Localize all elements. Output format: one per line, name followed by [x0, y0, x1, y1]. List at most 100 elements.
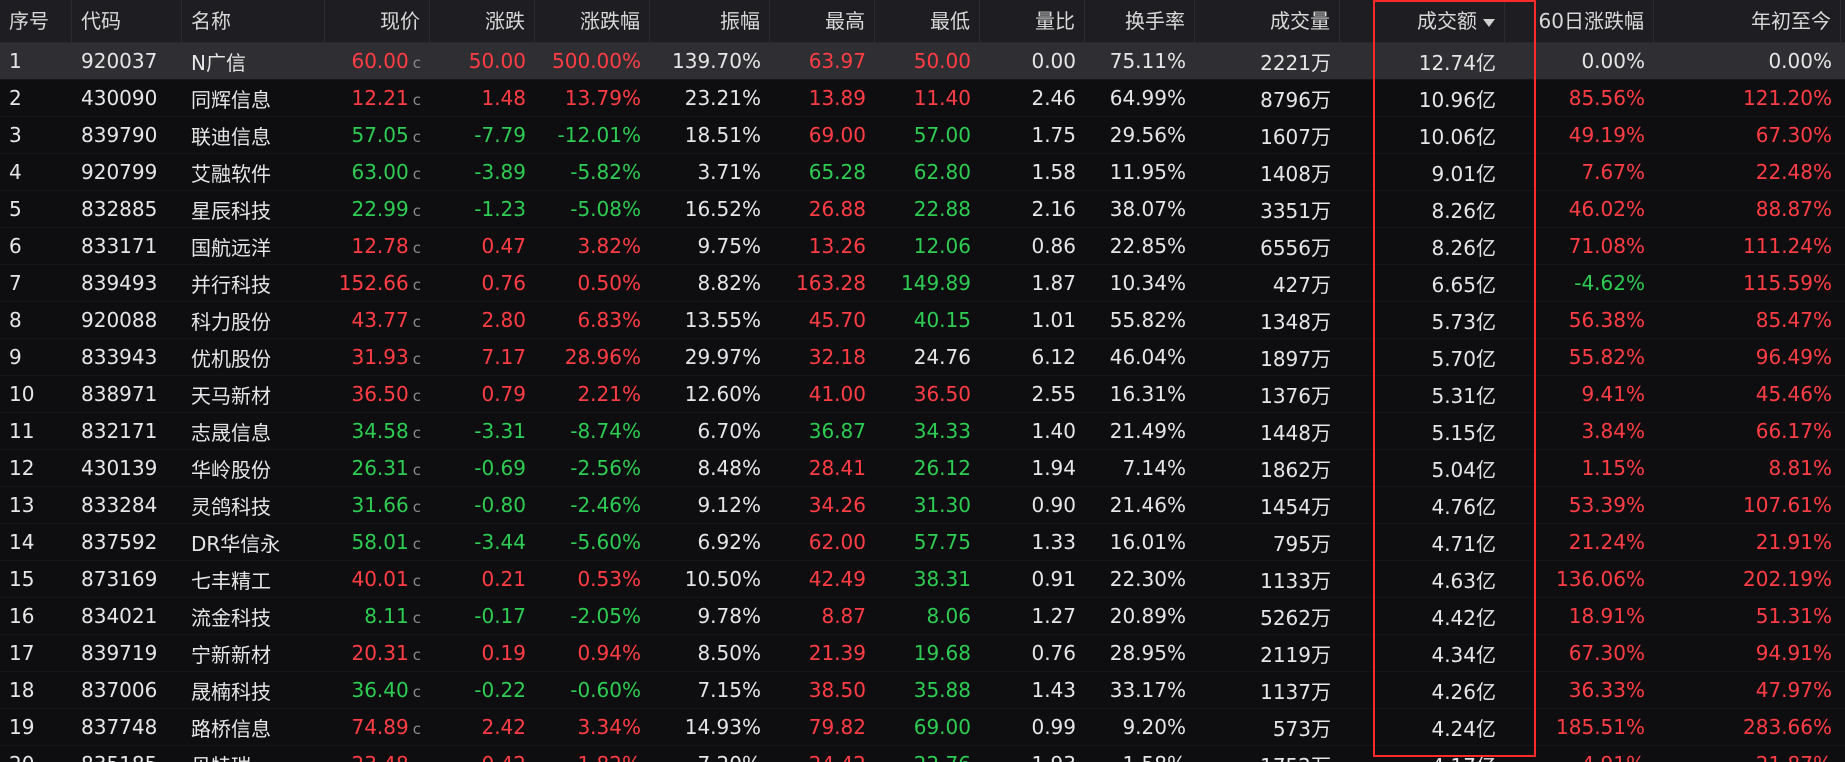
cell-high-value: 24.42 [809, 752, 866, 762]
cell-turnover-rate: 16.01% [1085, 530, 1195, 554]
header-change-pct[interactable]: 涨跌幅 [535, 0, 650, 42]
cell-price-value: 22.99 [351, 197, 409, 221]
table-row[interactable]: 14 837592 DR华信永 58.01 c -3.44 -5.60% 6.92% 62.00… [0, 524, 1845, 561]
table-row[interactable]: 20 835185 贝特瑞 23.48 c 0.42 1.82% 7.20% 24.42 22.7… [0, 746, 1845, 762]
header-amount[interactable]: 成交额 [1340, 0, 1505, 42]
cell-low-value: 62.80 [913, 160, 971, 184]
cell-code-value: 837592 [81, 530, 158, 554]
cell-high: 13.26 [770, 234, 875, 258]
table-row[interactable]: 2 430090 同辉信息 12.21 c 1.48 13.79% 23.21% 13.89 11… [0, 80, 1845, 117]
cell-low: 38.31 [875, 567, 980, 591]
cell-turnover-rate: 10.34% [1085, 271, 1195, 295]
table-row[interactable]: 1 920037 N广信 60.00 c 50.00 500.00% 139.70% 63.97… [0, 43, 1845, 80]
header-code[interactable]: 代码 [72, 0, 182, 42]
cell-code: 837006 [72, 678, 182, 702]
header-high[interactable]: 最高 [770, 0, 875, 42]
cell-volume-ratio: 0.76 [980, 641, 1085, 665]
header-name[interactable]: 名称 [182, 0, 325, 42]
cell-volume: 1454万 [1195, 491, 1340, 520]
cell-amount-value: 10.06亿 [1418, 124, 1496, 149]
cell-index: 12 [0, 456, 72, 480]
cell-change-value: 7.17 [481, 345, 526, 369]
table-row[interactable]: 18 837006 晟楠科技 36.40 c -0.22 -0.60% 7.15% 38.50 3… [0, 672, 1845, 709]
cell-amount-value: 5.04亿 [1431, 457, 1496, 482]
header-volume-ratio[interactable]: 量比 [980, 0, 1085, 42]
cell-code: 920088 [72, 308, 182, 332]
table-row[interactable]: 3 839790 联迪信息 57.05 c -7.79 -12.01% 18.51% 69.00… [0, 117, 1845, 154]
table-row[interactable]: 11 832171 志晟信息 34.58 c -3.31 -8.74% 6.70% 36.87 3… [0, 413, 1845, 450]
table-row[interactable]: 16 834021 流金科技 8.11 c -0.17 -2.05% 9.78% 8.87 8.0… [0, 598, 1845, 635]
cell-60d-change-value: 55.82% [1568, 345, 1645, 369]
cell-60d-change-value: -4.62% [1574, 271, 1645, 295]
table-row[interactable]: 7 839493 并行科技 152.66 c 0.76 0.50% 8.82% 163.28 14… [0, 265, 1845, 302]
header-index[interactable]: 序号 [0, 0, 72, 42]
cell-volume: 6556万 [1195, 232, 1340, 261]
table-row[interactable]: 8 920088 科力股份 43.77 c 2.80 6.83% 13.55% 45.70 40.… [0, 302, 1845, 339]
cell-index: 3 [0, 123, 72, 147]
cell-turnover-rate: 22.85% [1085, 234, 1195, 258]
cell-turnover-rate: 1.58% [1085, 752, 1195, 762]
header-low[interactable]: 最低 [875, 0, 980, 42]
cell-change-value: -0.80 [474, 493, 526, 517]
cell-change-pct: 13.79% [535, 86, 650, 110]
cell-change-pct: -5.82% [535, 160, 650, 184]
cell-name: 同辉信息 [182, 84, 325, 113]
header-turnover-rate[interactable]: 换手率 [1085, 0, 1195, 42]
cell-60d-change: 36.33% [1505, 678, 1654, 702]
cell-ytd-change-value: 202.19% [1743, 567, 1832, 591]
table-row[interactable]: 19 837748 路桥信息 74.89 c 2.42 3.34% 14.93% 79.82 69… [0, 709, 1845, 746]
sort-desc-icon[interactable] [1483, 18, 1495, 27]
table-row[interactable]: 17 839719 宁新新材 20.31 c 0.19 0.94% 8.50% 21.39 19.… [0, 635, 1845, 672]
cell-turnover-rate: 21.46% [1085, 493, 1195, 517]
cell-change-pct-value: -2.05% [570, 604, 641, 628]
cell-index: 18 [0, 678, 72, 702]
table-row[interactable]: 9 833943 优机股份 31.93 c 7.17 28.96% 29.97% 32.18 24… [0, 339, 1845, 376]
header-change[interactable]: 涨跌 [430, 0, 535, 42]
cell-price: 60.00 c [325, 49, 430, 73]
cell-price: 34.58 c [325, 419, 430, 443]
cell-60d-change: 67.30% [1505, 641, 1654, 665]
cell-high-value: 34.26 [808, 493, 866, 517]
table-row[interactable]: 6 833171 国航远洋 12.78 c 0.47 3.82% 9.75% 13.26 12.0… [0, 228, 1845, 265]
price-suffix: c [412, 461, 421, 479]
cell-price-value: 31.66 [351, 493, 409, 517]
cell-amount-value: 8.26亿 [1431, 198, 1496, 223]
cell-amplitude-value: 9.12% [697, 493, 761, 517]
table-row[interactable]: 12 430139 华岭股份 26.31 c -0.69 -2.56% 8.48% 28.41 2… [0, 450, 1845, 487]
table-row[interactable]: 5 832885 星辰科技 22.99 c -1.23 -5.08% 16.52% 26.88 2… [0, 191, 1845, 228]
cell-ytd-change: 21.91% [1654, 530, 1841, 554]
header-price[interactable]: 现价 [325, 0, 430, 42]
cell-change-pct: 2.21% [535, 382, 650, 406]
cell-index: 2 [0, 86, 72, 110]
cell-change-value: 50.00 [468, 49, 526, 73]
table-row[interactable]: 10 838971 天马新材 36.50 c 0.79 2.21% 12.60% 41.00 36… [0, 376, 1845, 413]
header-ytd-change[interactable]: 年初至今 [1654, 0, 1841, 42]
cell-name-value: 志晟信息 [191, 420, 271, 445]
header-volume[interactable]: 成交量 [1195, 0, 1340, 42]
cell-volume-value: 1137万 [1260, 679, 1331, 704]
cell-ytd-change-value: 21.87% [1756, 752, 1832, 762]
cell-amplitude: 6.70% [650, 419, 770, 443]
cell-low-value: 35.88 [913, 678, 971, 702]
header-60d-change[interactable]: 60日涨跌幅 [1505, 0, 1654, 42]
cell-60d-change-value: 18.91% [1568, 604, 1645, 628]
cell-volume-ratio: 2.46 [980, 86, 1085, 110]
header-amplitude[interactable]: 振幅 [650, 0, 770, 42]
cell-volume-ratio-value: 2.55 [1031, 382, 1076, 406]
cell-ytd-change-value: 0.00% [1768, 49, 1832, 73]
table-row[interactable]: 4 920799 艾融软件 63.00 c -3.89 -5.82% 3.71% 65.28 62… [0, 154, 1845, 191]
cell-change-value: -7.79 [474, 123, 526, 147]
table-row[interactable]: 13 833284 灵鸽科技 31.66 c -0.80 -2.46% 9.12% 34.26 3… [0, 487, 1845, 524]
table-header: 序号 代码 名称 现价 涨跌 涨跌幅 振幅 最高 最低 量比 换手率 成交量 成… [0, 0, 1845, 43]
cell-high-value: 28.41 [808, 456, 866, 480]
cell-amount: 5.31亿 [1340, 380, 1505, 409]
table-row[interactable]: 15 873169 七丰精工 40.01 c 0.21 0.53% 10.50% 42.49 38… [0, 561, 1845, 598]
cell-volume-value: 1752万 [1260, 754, 1331, 762]
cell-low-value: 22.88 [913, 197, 971, 221]
cell-name-value: 国航远洋 [191, 235, 271, 260]
cell-change-pct-value: 6.83% [577, 308, 641, 332]
cell-ytd-change: 85.47% [1654, 308, 1841, 332]
cell-volume: 1897万 [1195, 343, 1340, 372]
cell-high: 38.50 [770, 678, 875, 702]
cell-volume-ratio: 0.90 [980, 493, 1085, 517]
